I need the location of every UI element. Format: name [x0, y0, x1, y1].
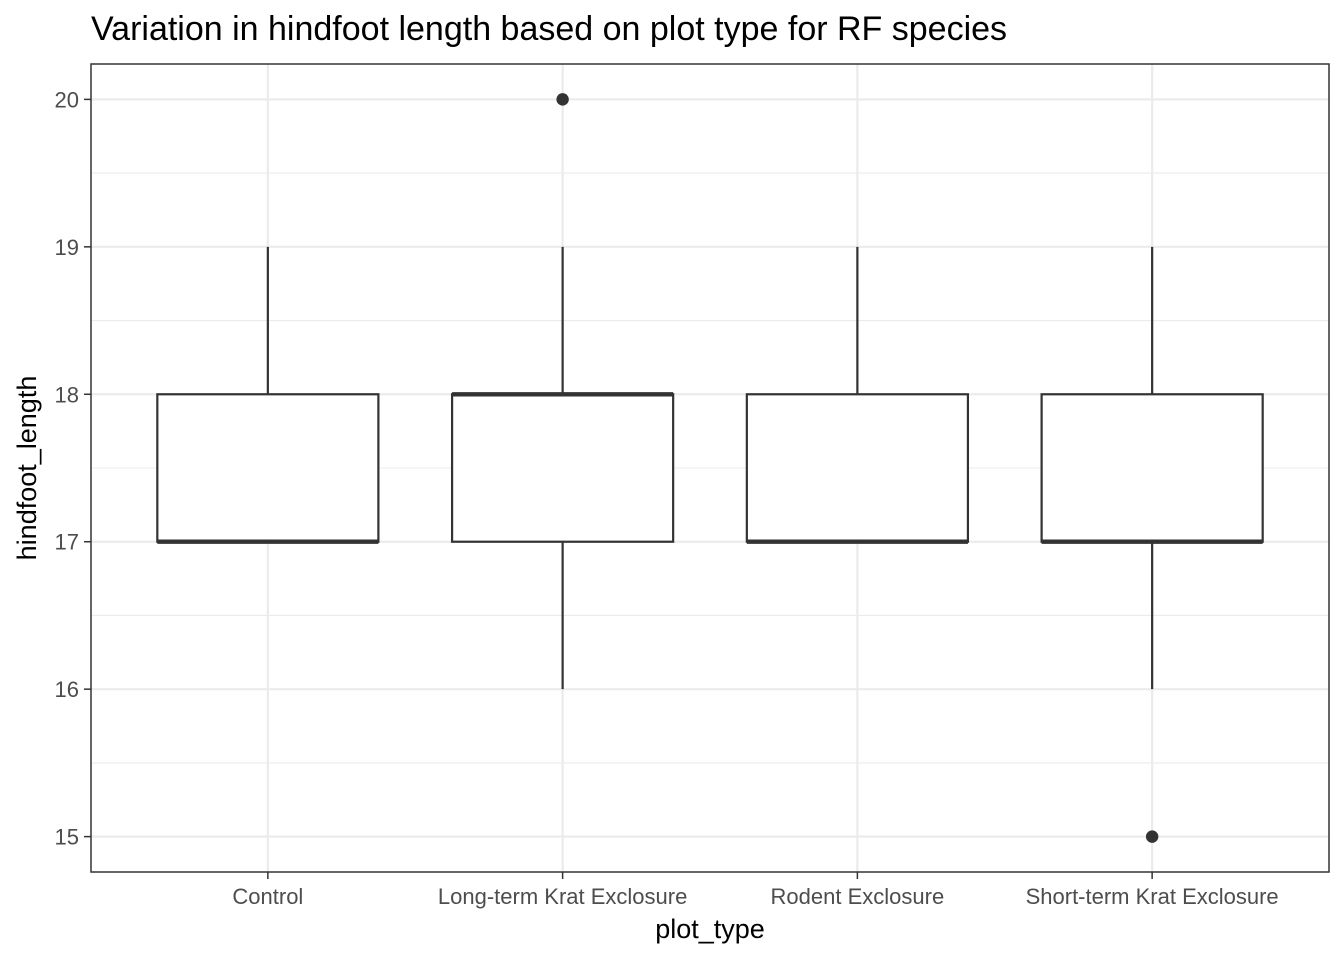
- outlier-point: [556, 93, 569, 106]
- y-tick-label: 17: [55, 530, 79, 555]
- chart-title: Variation in hindfoot length based on pl…: [91, 10, 1007, 48]
- box: [745, 393, 970, 543]
- y-tick-label: 16: [55, 677, 79, 702]
- x-tick-label: Rodent Exclosure: [771, 884, 945, 909]
- panel-border: [90, 63, 1330, 873]
- outlier-point: [1145, 830, 1159, 843]
- y-axis-title: hindfoot_length: [12, 376, 42, 561]
- axes: 15 16 17 18 19 20 Control Long-term Krat Exclos…: [55, 87, 1279, 909]
- y-tick-label: 19: [55, 235, 79, 260]
- x-tick-label: Short-term Krat Exclosure: [1026, 884, 1279, 909]
- box: [156, 393, 380, 543]
- y-tick-label: 15: [55, 825, 79, 850]
- y-tick-label: 20: [55, 87, 79, 112]
- y-tick-label: 18: [55, 382, 79, 407]
- box: [450, 393, 675, 543]
- x-tick-label: Long-term Krat Exclosure: [438, 884, 687, 909]
- boxes: [156, 93, 1264, 843]
- box: [1040, 393, 1264, 543]
- x-axis-title: plot_type: [655, 914, 765, 944]
- x-tick-label: Control: [232, 884, 303, 909]
